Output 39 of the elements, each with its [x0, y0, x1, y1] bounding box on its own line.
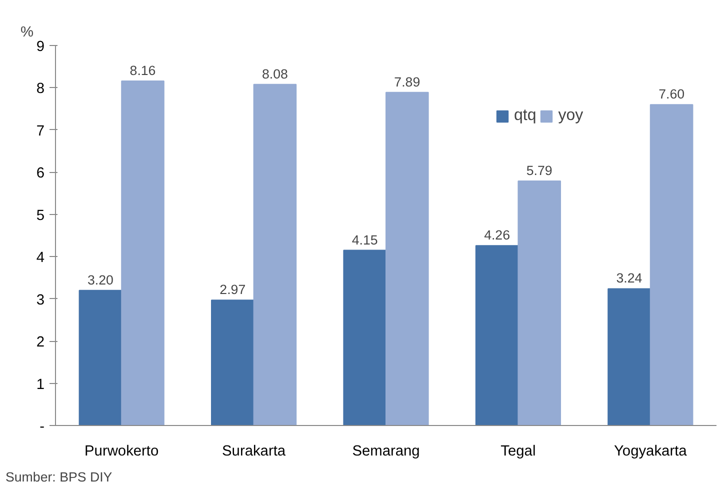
- data-label: 2.97: [220, 282, 246, 298]
- data-label: 8.08: [262, 66, 288, 82]
- y-tick-label: 7: [36, 123, 45, 140]
- y-tick-label: 4: [36, 250, 45, 266]
- bar: [386, 92, 429, 426]
- bar: [475, 245, 519, 426]
- bar: [343, 250, 386, 426]
- data-label: 3.20: [87, 272, 114, 288]
- text: Sumber: BPS DIY: [6, 470, 112, 484]
- data-label: 4.26: [484, 228, 510, 243]
- bar: [78, 290, 122, 426]
- y-tick-label: 9: [36, 39, 45, 55]
- bar: [253, 84, 297, 426]
- data-label: 4.15: [352, 232, 378, 248]
- y-tick-label: 1: [36, 376, 45, 393]
- y-tick-label: 8: [36, 81, 45, 98]
- bar: [608, 288, 651, 426]
- bar: [210, 300, 254, 426]
- y-tick-label: 6: [36, 166, 45, 182]
- bar: [518, 180, 562, 426]
- x-tick-label: Tegal: [500, 444, 536, 460]
- y-tick-label: 3: [36, 292, 45, 308]
- x-tick-label: Purwokerto: [84, 444, 159, 460]
- x-tick-label: Yogyakarta: [614, 444, 688, 460]
- legend-label: qtq: [514, 107, 536, 125]
- y-tick-label: -: [40, 419, 45, 435]
- data-label: 5.79: [526, 163, 552, 178]
- data-label: 3.24: [616, 270, 643, 286]
- data-label: 8.16: [130, 62, 156, 78]
- y-axis-title: %: [20, 24, 34, 40]
- bar: [650, 104, 694, 426]
- legend-label: yoy: [558, 107, 584, 125]
- x-tick-label: Semarang: [352, 444, 420, 460]
- x-tick-label: Surakarta: [222, 444, 286, 460]
- bar: [121, 80, 164, 426]
- y-tick-label: 5: [36, 208, 45, 224]
- data-label: 7.60: [658, 86, 685, 102]
- y-tick-label: 2: [36, 334, 45, 351]
- data-label: 7.89: [394, 74, 420, 90]
